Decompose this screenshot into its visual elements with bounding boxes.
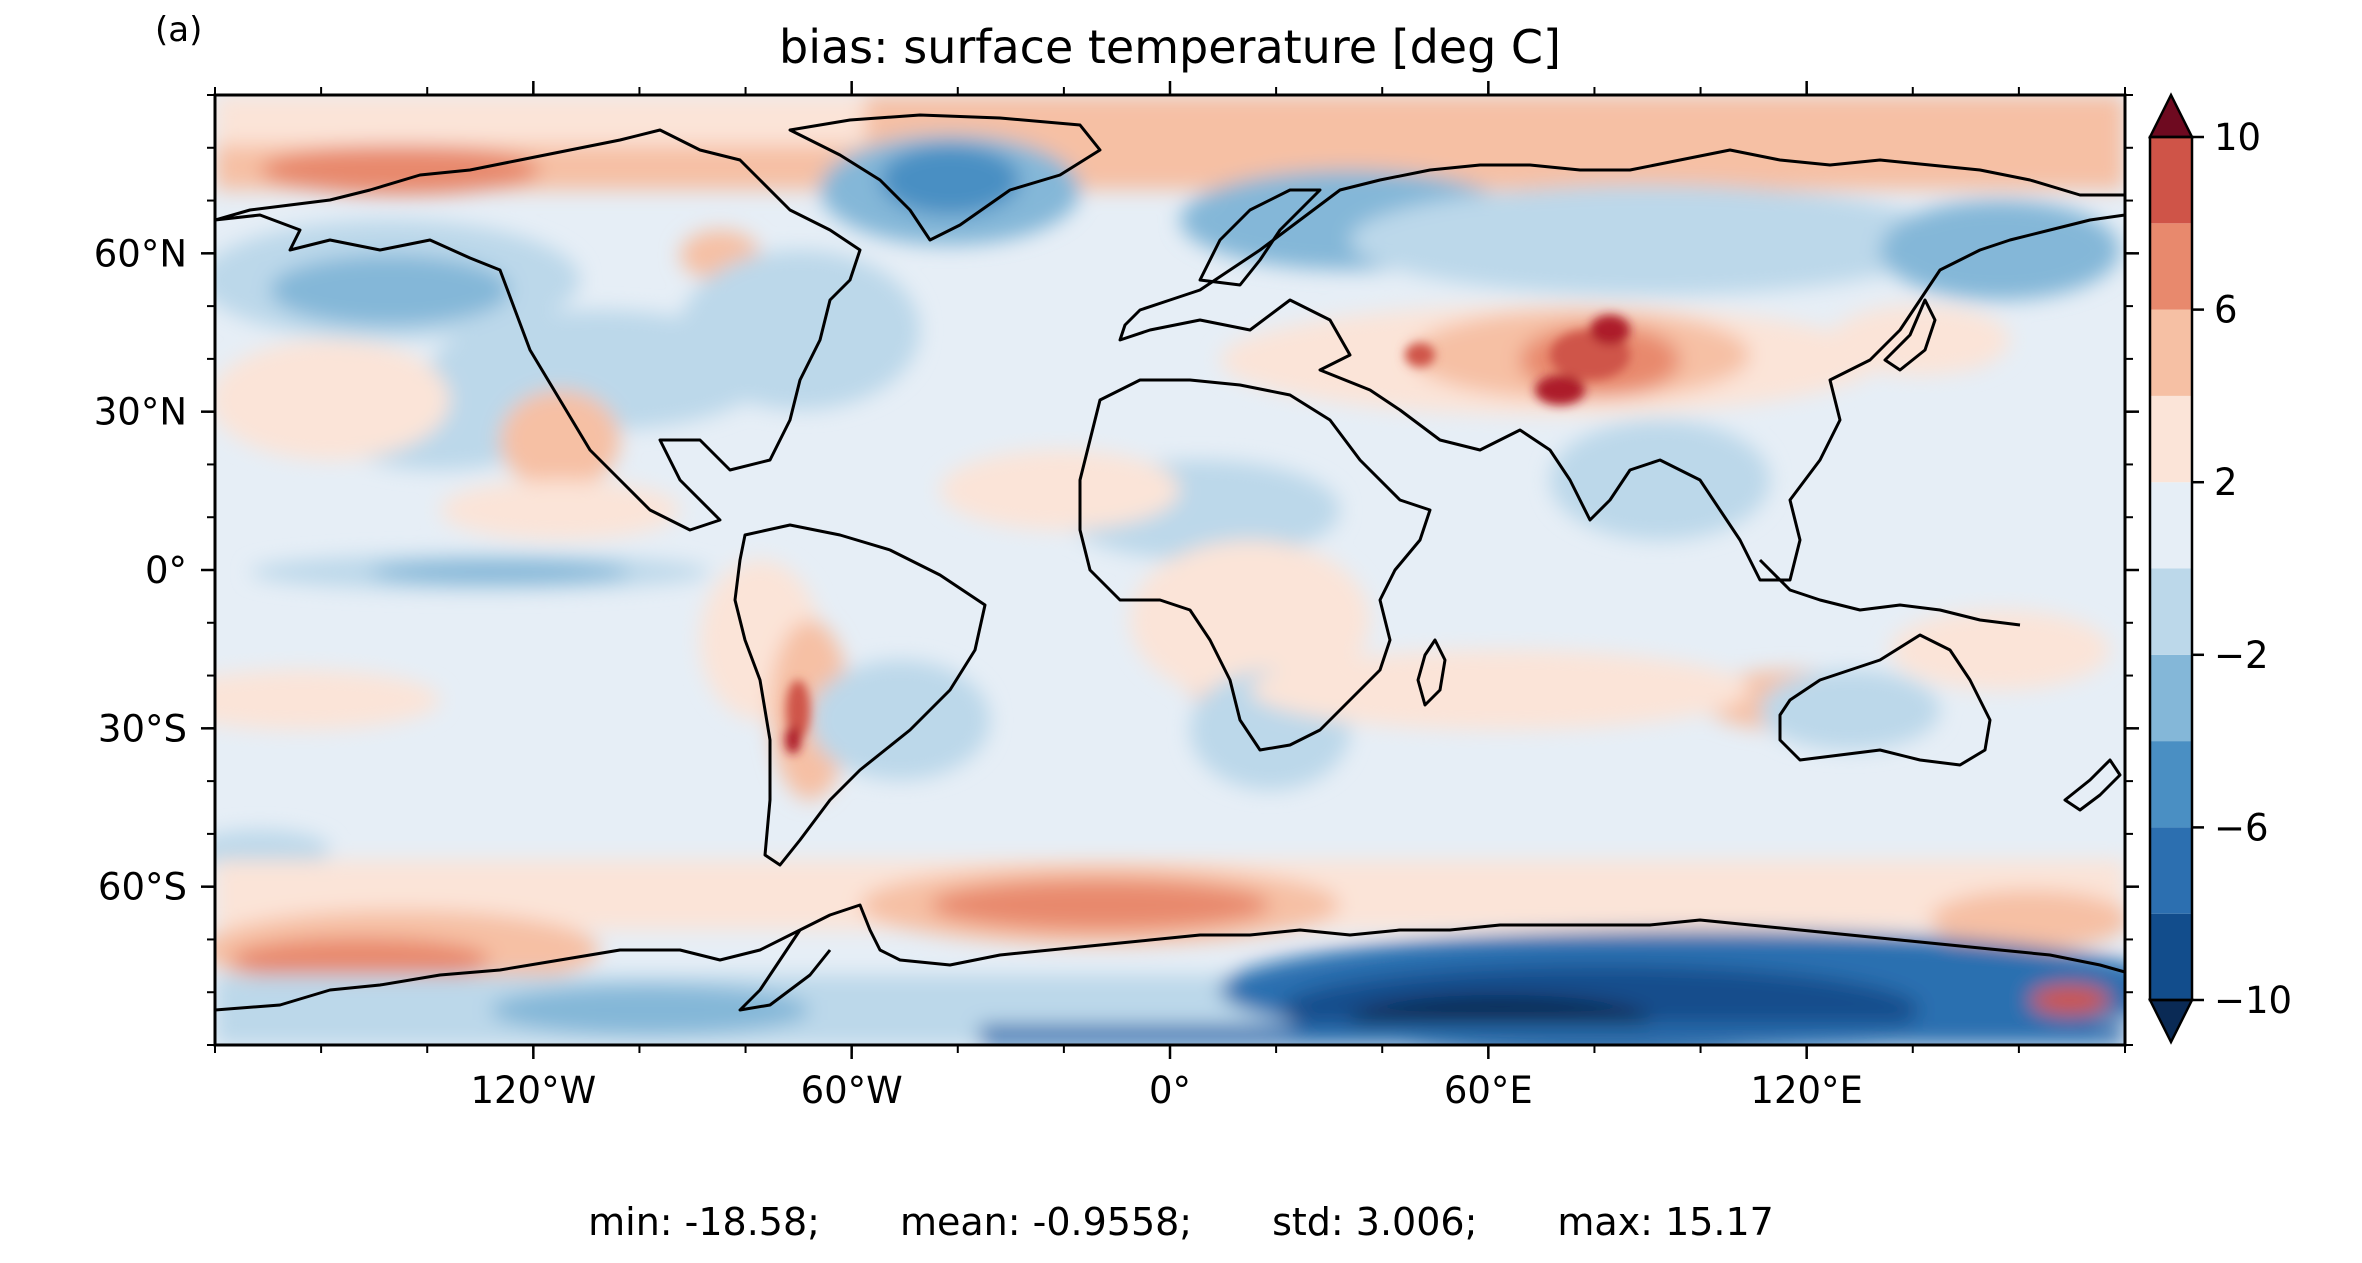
colorbar-bin [2150, 827, 2192, 914]
colorbar-bin [2150, 913, 2192, 1000]
colorbar-bin [2150, 568, 2192, 655]
bias-field [215, 95, 2125, 1045]
stat-std: std: 3.006; [1272, 1200, 1478, 1244]
chart-title: bias: surface temperature [deg C] [779, 20, 1561, 74]
x-tick-label: 120°E [1750, 1069, 1863, 1112]
colorbar-bin [2150, 482, 2192, 569]
y-tick-label: 30°N [94, 391, 187, 434]
statistics-line: min: -18.58; mean: -0.9558; std: 3.006; max… [0, 1200, 2362, 1244]
colorbar-tick-label: −2 [2214, 634, 2269, 677]
y-tick-label: 30°S [98, 707, 187, 750]
y-tick-label: 60°S [98, 866, 187, 909]
x-tick-label: 60°E [1444, 1069, 1533, 1112]
colorbar-under-triangle [2147, 998, 2195, 1045]
map-axes: 120°W 60°W 0° 60°E 120°E 60°N 30°N 0° 30°S 60°S [94, 81, 2139, 1112]
coastline-madagascar [1416, 638, 1447, 707]
coastline-japan [1883, 298, 1937, 372]
x-tick-label: 60°W [801, 1069, 903, 1112]
colorbar-bin [2150, 309, 2192, 396]
panel-label: (a) [155, 10, 203, 50]
colorbar-tick-label: 2 [2214, 461, 2238, 504]
coastline-australia [1778, 633, 1992, 767]
colorbar-tick-label: −10 [2214, 979, 2292, 1022]
colorbar-bin [2150, 137, 2192, 224]
colorbar-tick-label: −6 [2214, 806, 2269, 849]
coastline-africa [1078, 378, 1432, 752]
colorbar-frame [2148, 135, 2194, 1002]
coastline-antarctica [215, 903, 2125, 1012]
x-tick-label: 0° [1149, 1069, 1191, 1112]
coastline-indonesia [1758, 558, 2021, 627]
coastlines [215, 113, 2125, 1012]
colorbar-over-triangle [2147, 92, 2195, 139]
stat-mean: mean: -0.9558; [899, 1200, 1193, 1244]
x-tick-label: 120°W [470, 1069, 596, 1112]
colorbar-bin [2150, 395, 2192, 483]
colorbar-tick-label: 10 [2214, 116, 2261, 159]
coastline-south-america [733, 523, 987, 867]
stat-max: max: 15.17 [1557, 1200, 1774, 1244]
colorbar-bin [2150, 223, 2192, 310]
y-tick-label: 60°N [94, 232, 187, 275]
coastline-antarctic-peninsula [738, 929, 832, 1012]
colorbar-bin [2150, 654, 2192, 742]
stat-min: min: -18.58; [588, 1200, 820, 1244]
coastline-north-america [215, 128, 862, 532]
coastline-eurasia [1118, 148, 2125, 582]
coastline-new-zealand [2063, 758, 2122, 812]
colorbar-tick-label: 6 [2214, 289, 2238, 332]
coastline-scandinavia [1198, 188, 1322, 287]
y-tick-label: 0° [145, 549, 187, 592]
colorbar: 10 6 2 −2 −6 −10 [2147, 92, 2292, 1045]
coastline-greenland [788, 113, 1102, 242]
colorbar-bin [2150, 741, 2192, 828]
